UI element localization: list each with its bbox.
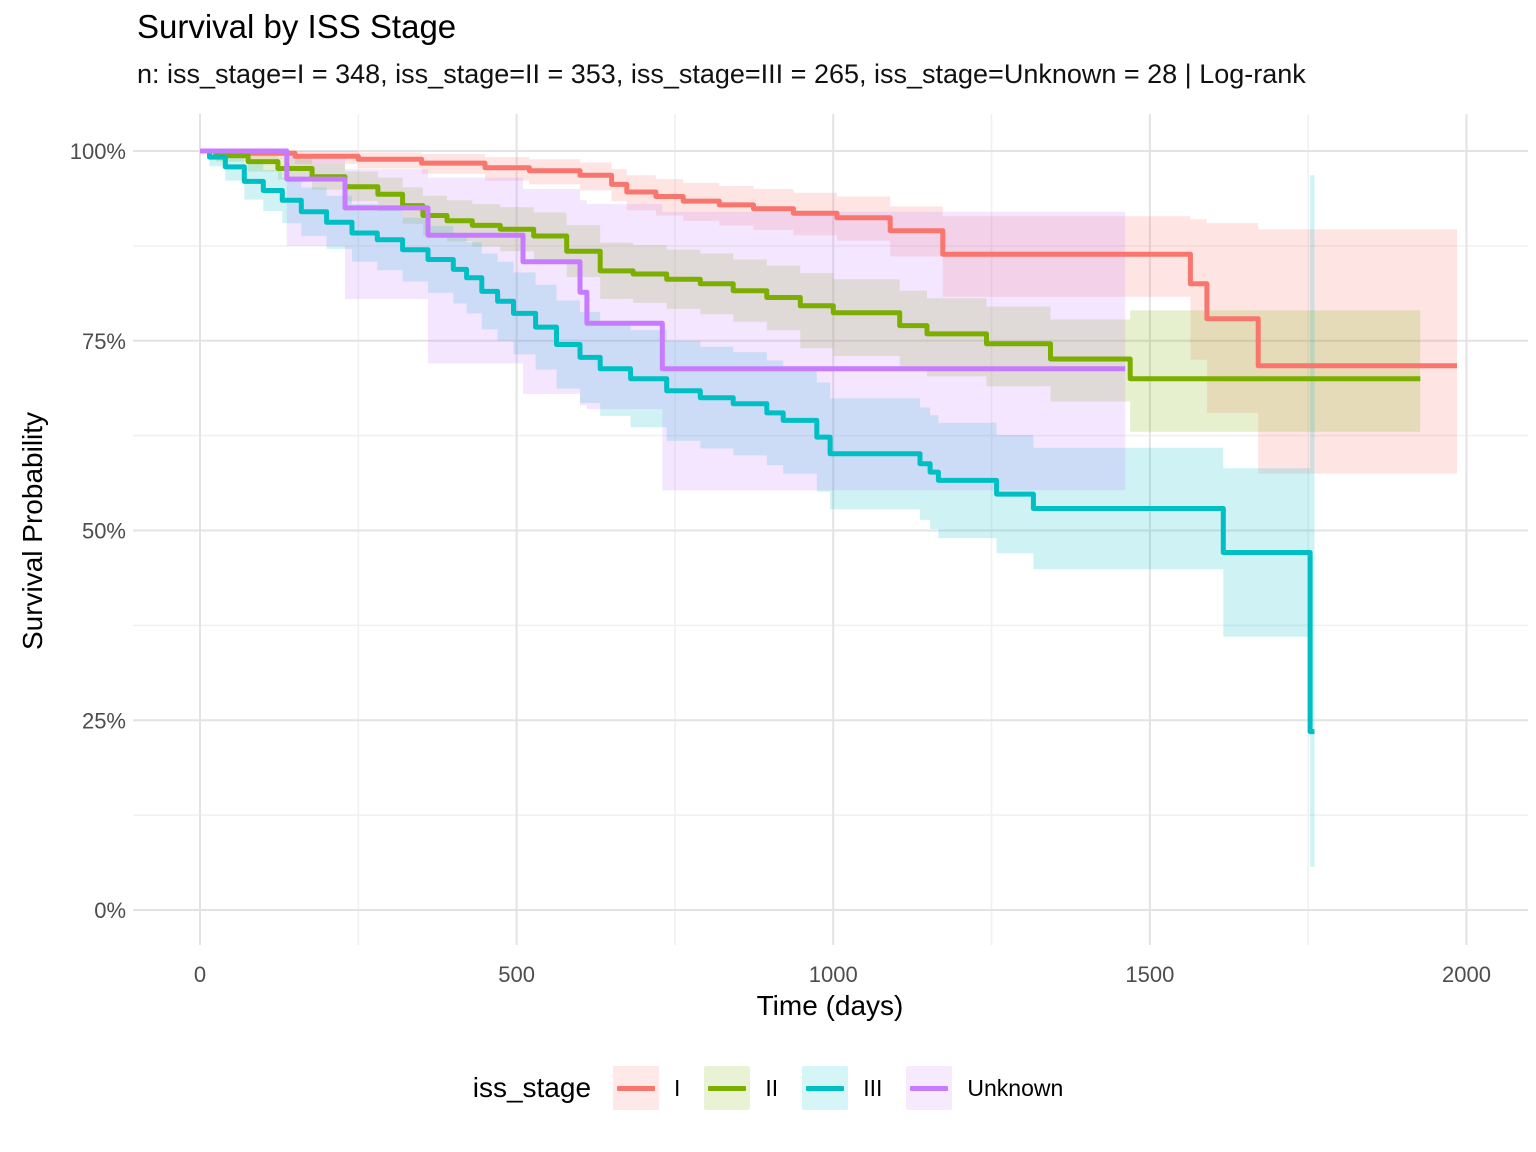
legend: iss_stage I II III Unknown [0,1066,1536,1110]
x-tick-label: 1500 [1125,962,1174,987]
legend-key-line-icon [617,1085,656,1091]
legend-title: iss_stage [472,1072,592,1103]
x-tick-label: 2000 [1442,962,1491,987]
x-axis-title: Time (days) [756,990,904,1021]
legend-items: I II III Unknown [613,1066,1063,1110]
plot-title: Survival by ISS Stage [137,8,457,45]
ci-ribbon-II [200,151,1421,432]
y-tick-label: 50% [82,519,126,544]
legend-label-Unknown: Unknown [967,1074,1064,1101]
legend-label-III: III [863,1074,883,1101]
y-tick-label: 100% [70,139,126,164]
legend-key-II [704,1066,751,1110]
y-tick-label: 75% [82,329,126,354]
y-tick-label: 25% [82,708,126,733]
legend-item-II: II [704,1066,778,1110]
legend-item-III: III [802,1066,882,1110]
legend-key-line-icon [910,1085,949,1091]
legend-item-I: I [613,1066,680,1110]
x-tick-label: 500 [498,962,535,987]
survival-curve-Unknown [200,148,1126,372]
x-tick-label: 1000 [809,962,858,987]
ci-ribbon-I [200,151,1457,474]
survival-curve-I [200,148,1457,369]
legend-key-III [802,1066,849,1110]
legend-label-II: II [765,1074,779,1101]
legend-item-Unknown: Unknown [906,1066,1063,1110]
legend-key-Unknown [906,1066,953,1110]
survival-curve-III [200,148,1315,735]
plot-subtitle: n: iss_stage=I = 348, iss_stage=II = 353… [137,59,1306,89]
legend-key-line-icon [708,1085,747,1091]
legend-label-I: I [674,1074,681,1101]
y-tick-label: 0% [94,898,126,923]
x-tick-label: 0 [194,962,206,987]
legend-key-line-icon [806,1085,845,1091]
legend-key-I [613,1066,660,1110]
